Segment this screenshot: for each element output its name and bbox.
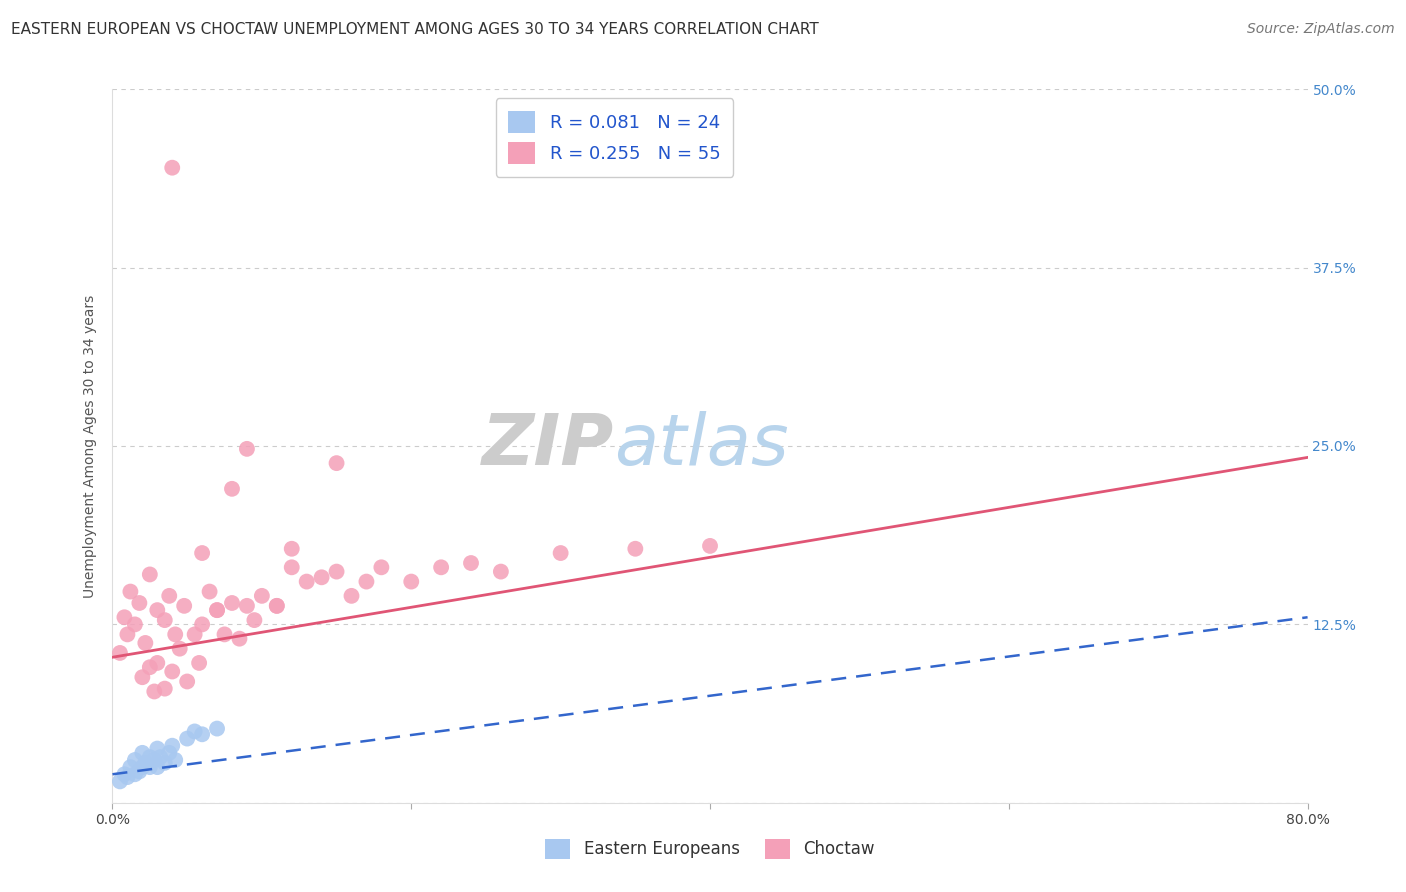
Point [165,627,187,641]
Point [205,603,228,617]
Point [325,565,347,579]
Point [117,770,139,784]
Point [146,760,169,774]
Point [198,584,221,599]
Point [153,613,176,627]
Point [165,753,187,767]
Text: Source: ZipAtlas.com: Source: ZipAtlas.com [1247,22,1395,37]
Point [131,760,153,774]
Point [139,760,162,774]
Point [139,567,162,582]
Point [221,482,243,496]
Point [176,731,198,746]
Point [228,632,250,646]
Point [157,589,180,603]
Point [191,727,214,741]
Point [120,760,142,774]
Point [401,574,423,589]
Point [250,589,273,603]
Point [340,589,363,603]
Point [295,574,318,589]
Text: atlas: atlas [614,411,789,481]
Point [146,656,169,670]
Point [173,599,195,613]
Point [489,565,512,579]
Point [131,670,153,684]
Point [146,741,169,756]
Point [191,617,214,632]
Point [460,556,482,570]
Point [162,665,183,679]
Point [139,750,162,764]
Point [128,764,150,779]
Point [120,584,142,599]
Point [153,756,176,770]
Point [624,541,647,556]
Point [266,599,288,613]
Y-axis label: Unemployment Among Ages 30 to 34 years: Unemployment Among Ages 30 to 34 years [83,294,97,598]
Point [191,546,214,560]
Point [214,627,236,641]
Point [205,722,228,736]
Point [176,674,198,689]
Point [183,627,205,641]
Point [356,574,378,589]
Point [325,456,347,470]
Point [114,610,135,624]
Point [153,681,176,696]
Point [143,684,166,698]
Point [281,541,304,556]
Point [236,442,259,456]
Point [205,603,228,617]
Point [311,570,333,584]
Point [699,539,721,553]
Text: ZIP: ZIP [482,411,614,481]
Point [143,753,166,767]
Point [243,613,266,627]
Point [108,646,131,660]
Point [134,756,156,770]
Point [124,767,146,781]
Point [157,746,180,760]
Point [149,750,172,764]
Point [281,560,304,574]
Point [221,596,243,610]
Point [146,603,169,617]
Text: EASTERN EUROPEAN VS CHOCTAW UNEMPLOYMENT AMONG AGES 30 TO 34 YEARS CORRELATION C: EASTERN EUROPEAN VS CHOCTAW UNEMPLOYMENT… [11,22,820,37]
Point [128,596,150,610]
Point [370,560,392,574]
Point [124,753,146,767]
Point [183,724,205,739]
Point [108,774,131,789]
Point [139,660,162,674]
Point [236,599,259,613]
Legend: Eastern Europeans, Choctaw: Eastern Europeans, Choctaw [538,832,882,866]
Point [188,656,211,670]
Point [430,560,453,574]
Point [169,641,191,656]
Point [134,636,156,650]
Point [131,746,153,760]
Point [124,617,146,632]
Point [114,767,135,781]
Point [266,599,288,613]
Point [162,161,183,175]
Point [550,546,572,560]
Point [117,627,139,641]
Point [162,739,183,753]
